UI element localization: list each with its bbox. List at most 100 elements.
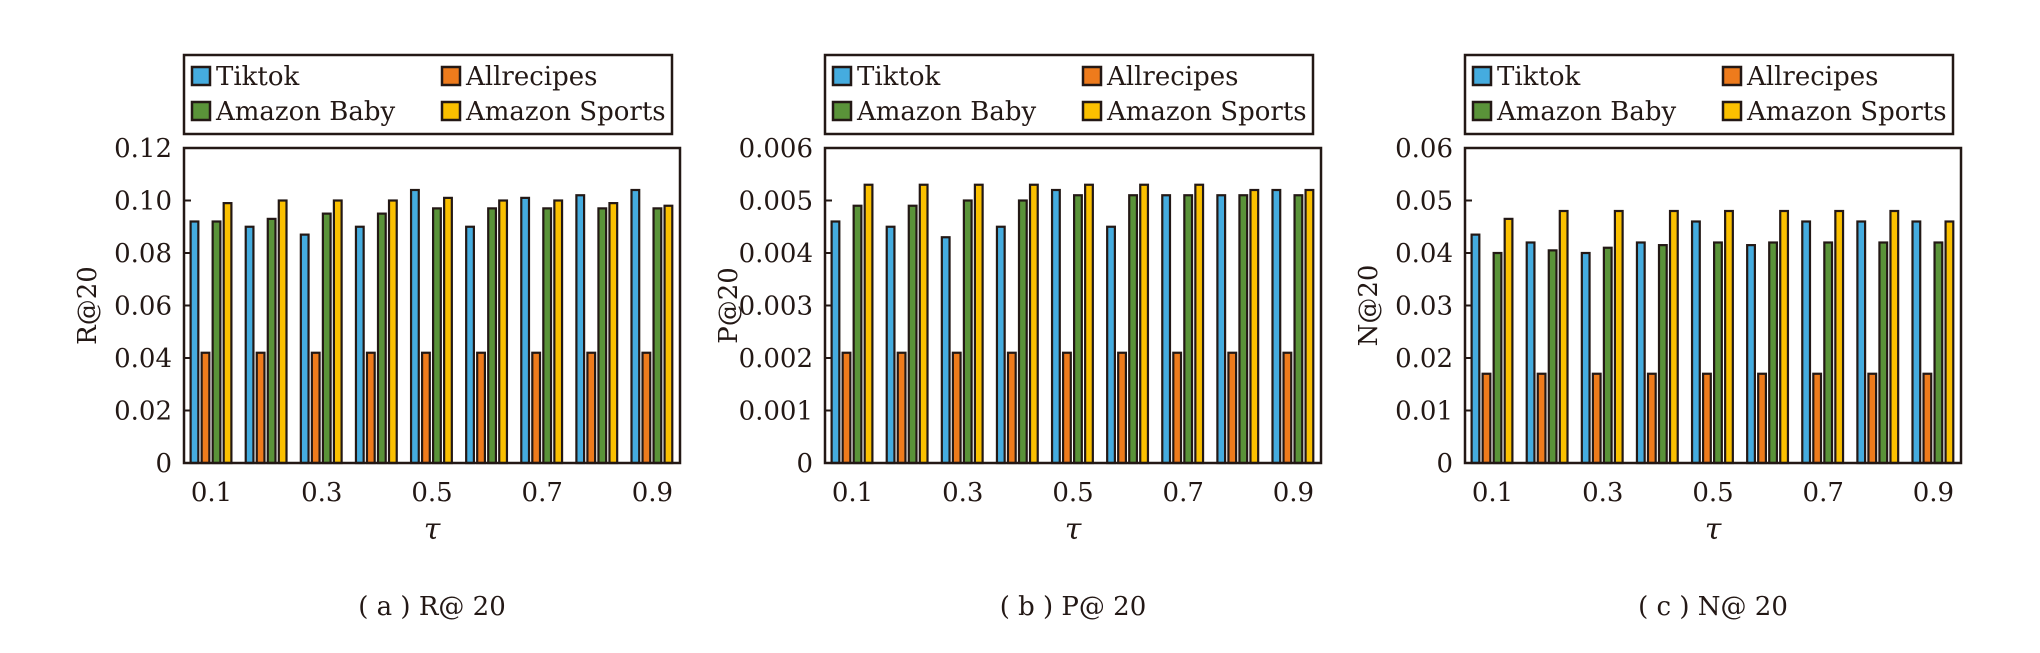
bar-amazon-sports [1558,209,1569,465]
bar-amazon-sports [1503,217,1514,465]
bar-tiktok [1216,194,1227,465]
x-tick-label: 0.1 [1472,478,1513,508]
bar-tiktok [354,225,365,465]
bar-amazon-sports [1304,188,1315,465]
y-axis-label: P@20 [714,267,744,344]
bar-tiktok [995,225,1006,465]
bar-allrecipes [310,351,321,465]
legend-swatch [831,65,853,87]
y-tick-label: 0.01 [1395,397,1453,427]
bar-allrecipes [951,351,962,465]
x-tick-label: 0.3 [1582,478,1623,508]
bar-tiktok [244,225,255,465]
bar-allrecipes [1867,372,1878,465]
bar-allrecipes [1481,372,1492,465]
legend-label: Tiktok [1497,62,1581,92]
chart-2: Tiktok Allrecipes Amazon Baby Amazon Sports… [1354,53,1963,547]
x-tick-label: 0.7 [1163,478,1204,508]
bar-amazon-baby [1128,194,1139,465]
legend-swatch [190,100,212,122]
bar-amazon-sports [1944,220,1955,465]
bar-amazon-sports [1084,183,1094,465]
y-tick-label: 0.12 [114,134,172,164]
bar-amazon-sports [1249,188,1260,465]
legend-label: Allrecipes [465,62,597,92]
y-tick-label: 0.004 [739,239,813,269]
bar-amazon-sports [1139,183,1150,465]
y-tick-label: 0.02 [114,397,172,427]
bar-tiktok [1106,225,1116,465]
bar-tiktok [409,188,420,465]
bar-amazon-baby [1768,241,1779,465]
y-tick-label: 0.03 [1395,292,1453,322]
bar-tiktok [885,225,896,465]
bar-amazon-baby [1492,251,1503,465]
caption-b: ( b ) P@ 20 [999,592,1147,622]
legend-swatch [1081,100,1103,122]
x-tick-label: 0.9 [1273,478,1314,508]
bar-allrecipes [531,351,542,465]
x-tick-label: 0.7 [522,478,563,508]
bar-amazon-baby [266,217,277,465]
bar-amazon-sports [222,202,233,465]
bar-amazon-sports [1028,183,1039,465]
bar-amazon-baby [1823,241,1834,465]
bar-amazon-sports [1834,209,1845,465]
bar-amazon-baby [1238,194,1249,465]
bar-allrecipes [1006,351,1017,465]
bar-tiktok [630,188,641,465]
bar-amazon-sports [553,199,564,465]
bar-tiktok [940,236,951,465]
bar-amazon-sports [1779,209,1790,465]
bar-amazon-baby [652,207,663,465]
bar-tiktok [465,225,475,465]
legend-swatch [190,65,212,87]
y-tick-label: 0.005 [739,187,813,217]
bar-allrecipes [1922,372,1933,465]
x-axis-label: τ [424,512,441,547]
bar-amazon-sports [498,199,509,465]
bar-allrecipes [1812,372,1823,465]
bar-amazon-baby [211,220,222,465]
bar-amazon-baby [962,199,973,465]
y-tick-label: 0.006 [739,134,813,164]
x-tick-label: 0.5 [1692,478,1733,508]
bar-amazon-sports [277,199,288,465]
bar-allrecipes [1227,351,1238,465]
legend-swatch [1471,100,1493,122]
legend-label: Amazon Baby [215,97,396,127]
y-tick-label: 0.06 [1395,134,1453,164]
x-tick-label: 0.1 [191,478,232,508]
legend-swatch [1721,65,1743,87]
bar-allrecipes [896,351,907,465]
bar-allrecipes [476,351,487,465]
y-tick-label: 0 [1436,449,1453,479]
legend-swatch [831,100,853,122]
y-tick-label: 0.10 [114,187,172,217]
bar-tiktok [1470,233,1481,465]
x-tick-label: 0.5 [411,478,452,508]
bar-amazon-sports [1724,209,1734,465]
bar-amazon-baby [542,207,553,465]
legend-label: Amazon Sports [1106,97,1307,127]
legend-label: Allrecipes [1106,62,1238,92]
bar-allrecipes [255,351,266,465]
x-axis-label: τ [1065,512,1082,547]
legend-swatch [1081,65,1103,87]
x-tick-label: 0.7 [1803,478,1844,508]
bar-amazon-baby [1602,246,1613,465]
bar-amazon-sports [387,199,398,465]
bar-tiktok [1161,194,1172,465]
bar-tiktok [1746,244,1756,465]
bar-amazon-baby [1713,241,1723,465]
bar-amazon-sports [1613,209,1624,465]
bar-amazon-baby [487,207,498,465]
x-axis-label: τ [1705,512,1722,547]
bar-amazon-baby [1293,194,1304,465]
legend-box [182,53,674,136]
y-tick-label: 0.002 [739,344,813,374]
bar-amazon-baby [1017,199,1028,465]
legend-swatch [440,65,462,87]
x-tick-label: 0.9 [632,478,673,508]
bar-amazon-baby [1073,194,1083,465]
